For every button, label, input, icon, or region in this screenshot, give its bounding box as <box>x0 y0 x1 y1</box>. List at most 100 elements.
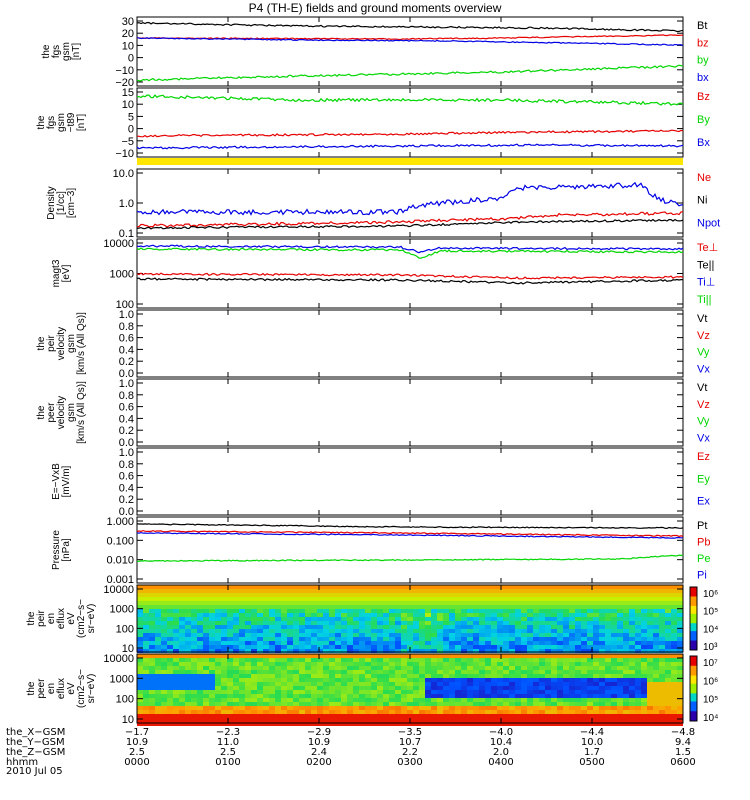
panel-frame-efield <box>136 447 684 516</box>
ytick-label: −10 <box>115 65 134 77</box>
figure-title: P4 (TH-E) fields and ground moments over… <box>248 1 502 15</box>
ytick-label: 1000 <box>110 604 134 616</box>
xaxis-value: −1.7 <box>124 727 150 738</box>
legend-bz: bz <box>697 37 709 49</box>
legend-te||: Te|| <box>697 259 714 271</box>
ylabel-line: peer <box>46 402 57 423</box>
xaxis-row-label: hhmm <box>6 757 39 768</box>
legend-pi: Pi <box>697 570 707 582</box>
legend-ti||: Ti|| <box>697 294 711 306</box>
ytick-label: 1.0 <box>119 378 134 390</box>
series-te-perp <box>136 272 684 280</box>
ytick-label: 20 <box>122 28 134 40</box>
xaxis-value: 1.5 <box>675 747 691 758</box>
ytick-label: 0.001 <box>106 574 134 586</box>
ylabel-line: eV <box>66 612 77 625</box>
ylabel-line: sr−eV) <box>86 674 97 704</box>
series-pe <box>136 554 684 563</box>
ylabel-line: gsm <box>66 403 77 422</box>
ylabel-line: [nT] <box>76 114 87 131</box>
ytick-label: 1000 <box>110 269 134 281</box>
xaxis-value: 10.9 <box>125 737 149 748</box>
ylabel-line: [1/cc] <box>56 191 67 215</box>
ytick-label: 0.0 <box>119 368 134 380</box>
xaxis-value: −2.9 <box>306 727 332 738</box>
spectrogram-ion <box>137 585 683 653</box>
ytick-label: 1.0 <box>119 198 134 210</box>
ytick-label: −20 <box>115 77 134 89</box>
ylabel-line: gsm <box>56 113 67 132</box>
ytick-label: 0.8 <box>119 459 134 471</box>
legend-pt: Pt <box>697 520 707 532</box>
spectrogram-electron <box>137 654 683 726</box>
ylabel-line: gsm <box>61 42 72 61</box>
xaxis-value: −4.0 <box>488 727 514 738</box>
ytick-label: 0.100 <box>106 535 134 547</box>
ytick-label: 5 <box>128 111 134 123</box>
ytick-label: 0.8 <box>119 321 134 333</box>
xaxis-value: 0500 <box>579 757 605 768</box>
ytick-label: 1.0 <box>119 447 134 459</box>
ylabel-line: [eV] <box>61 264 72 282</box>
series-pt <box>136 523 684 530</box>
colorbar-label: 10⁵ <box>703 695 718 706</box>
legend-pb: Pb <box>697 537 710 549</box>
ylabel-line: (cm2−s− <box>76 599 87 638</box>
ylabel-line: velocity <box>56 396 67 429</box>
colorbar-label: 10⁴ <box>703 713 718 724</box>
ytick-label: 0.2 <box>119 425 134 437</box>
legend-ni: Ni <box>697 195 707 207</box>
ytick-label: −10 <box>115 148 134 160</box>
legend-by: By <box>697 114 710 126</box>
ylabel-line: [nPa] <box>61 538 72 562</box>
series-ne <box>136 211 684 228</box>
xaxis-value: 2.5 <box>220 747 236 758</box>
series-bx <box>136 37 684 46</box>
xaxis-value: 10.7 <box>398 737 422 748</box>
ylabel-line: en <box>46 683 57 694</box>
series-bt <box>136 21 684 33</box>
ylabel-line: [cm−3] <box>66 188 77 219</box>
legend-ex: Ex <box>697 496 710 508</box>
ytick-label: 0 <box>128 53 134 65</box>
series-by <box>136 64 684 82</box>
ylabel-line: [nT] <box>71 43 82 60</box>
series-ti-par <box>136 247 684 259</box>
xaxis-value: 0600 <box>670 757 696 768</box>
legend-bx: Bx <box>697 137 710 149</box>
ytick-label: 100 <box>116 299 134 311</box>
ytick-label: 10000 <box>103 238 134 250</box>
series-pi <box>136 531 683 539</box>
colorbar-label: 10⁷ <box>703 658 718 669</box>
ylabel-line: Density <box>46 186 57 219</box>
colorbar-label: 10⁶ <box>703 676 718 687</box>
ylabel-line: peer <box>36 678 47 699</box>
ytick-label: 0.6 <box>119 402 134 414</box>
xaxis-value: 2.5 <box>129 747 145 758</box>
ytick-label: 10 <box>122 643 134 655</box>
ylabel-line: the <box>26 611 37 625</box>
legend-te⊥: Te⊥ <box>697 242 718 254</box>
legend-vz: Vz <box>697 330 710 342</box>
colorbar-label: 10⁴ <box>703 624 718 635</box>
xaxis-value: 1.7 <box>584 747 600 758</box>
legend-vx: Vx <box>697 432 710 444</box>
ytick-label: 0.8 <box>119 390 134 402</box>
series-bx-t89 <box>136 143 684 150</box>
legend-vy: Vy <box>697 416 710 428</box>
xaxis-value: 9.4 <box>675 737 691 748</box>
xaxis-value: 0300 <box>397 757 423 768</box>
ylabel-line: the <box>36 405 47 419</box>
ytick-label: 100 <box>116 623 134 635</box>
xaxis-value: 0100 <box>215 757 241 768</box>
ylabel-line: fgs <box>46 116 57 129</box>
ytick-label: 0.2 <box>119 494 134 506</box>
ytick-label: 10 <box>122 40 134 52</box>
ytick-label: 1.0 <box>119 309 134 321</box>
xaxis-value: 0200 <box>306 757 332 768</box>
ylabel-line: eV <box>66 682 77 695</box>
ylabel-line: the <box>36 115 47 129</box>
ylabel-line: sr−eV) <box>86 604 97 634</box>
xaxis-value: 0000 <box>124 757 150 768</box>
colorbar-label: 10³ <box>703 642 718 653</box>
